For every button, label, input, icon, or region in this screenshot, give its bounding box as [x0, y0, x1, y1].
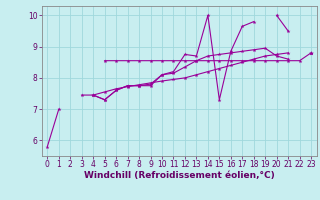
- X-axis label: Windchill (Refroidissement éolien,°C): Windchill (Refroidissement éolien,°C): [84, 171, 275, 180]
